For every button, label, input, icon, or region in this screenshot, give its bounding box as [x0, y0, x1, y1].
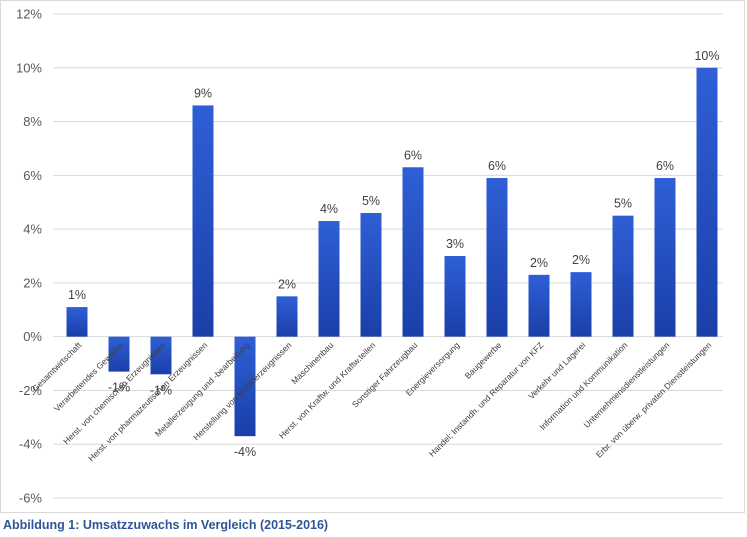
data-label: 2%	[572, 253, 590, 267]
bar	[654, 178, 676, 337]
bar	[108, 336, 130, 372]
x-category-label: Maschinenbau	[289, 340, 335, 386]
y-tick-label: 0%	[23, 329, 42, 344]
data-label: 1%	[68, 288, 86, 302]
y-tick-label: 10%	[16, 60, 42, 75]
bar	[402, 167, 424, 337]
y-tick-label: -4%	[19, 437, 43, 452]
bars	[66, 67, 718, 437]
data-label: 5%	[362, 194, 380, 208]
x-category-label: Verarbeitendes Gewerbe	[52, 340, 126, 414]
chart-frame: -6% -4% -2% 0% 2% 4% 6% 8% 10% 12% 1% -1% -1% 9% -4% 2…	[0, 0, 745, 513]
bar	[318, 221, 340, 337]
data-label: 6%	[404, 148, 422, 162]
bar	[360, 212, 382, 337]
x-category-label: Baugewerbe	[463, 340, 504, 381]
data-label: -4%	[234, 445, 256, 459]
y-tick-label: 4%	[23, 222, 42, 237]
bar	[66, 307, 88, 337]
x-category-label: Unternehmensdienstleistungen	[581, 340, 671, 430]
bar	[276, 296, 298, 337]
y-tick-label: 12%	[16, 7, 42, 22]
y-tick-label: -6%	[19, 491, 43, 506]
bar	[612, 215, 634, 337]
bar	[234, 336, 256, 437]
figure-caption: Abbildung 1: Umsatzzuwachs im Vergleich …	[3, 518, 329, 532]
bar	[444, 256, 466, 337]
data-label: 10%	[694, 49, 719, 63]
bar	[570, 272, 592, 337]
bar	[192, 105, 214, 337]
data-label: 2%	[278, 277, 296, 291]
x-category-label: Information und Kommunikation	[537, 340, 629, 432]
y-tick-label: -2%	[19, 383, 43, 398]
data-label: 3%	[446, 237, 464, 251]
data-label: 6%	[656, 159, 674, 173]
bar	[486, 178, 508, 337]
bar	[150, 336, 172, 375]
data-label: 2%	[530, 256, 548, 270]
data-label: 9%	[194, 86, 212, 100]
y-tick-label: 2%	[23, 275, 42, 290]
data-label: 6%	[488, 159, 506, 173]
y-tick-label: 8%	[23, 114, 42, 129]
data-label: 5%	[614, 197, 632, 211]
bar-chart: -6% -4% -2% 0% 2% 4% 6% 8% 10% 12% 1% -1% -1% 9% -4% 2…	[16, 7, 723, 506]
bar	[528, 274, 550, 337]
data-label: -1%	[150, 383, 172, 397]
y-axis-tick-labels: -6% -4% -2% 0% 2% 4% 6% 8% 10% 12%	[16, 7, 42, 506]
bar	[696, 67, 718, 337]
data-labels: 1% -1% -1% 9% -4% 2% 4% 5% 6% 3% 6% 2% 2% 5% 6% 10%	[68, 49, 720, 459]
data-label: 4%	[320, 202, 338, 216]
y-tick-label: 6%	[23, 168, 42, 183]
data-label: -1%	[108, 381, 130, 395]
